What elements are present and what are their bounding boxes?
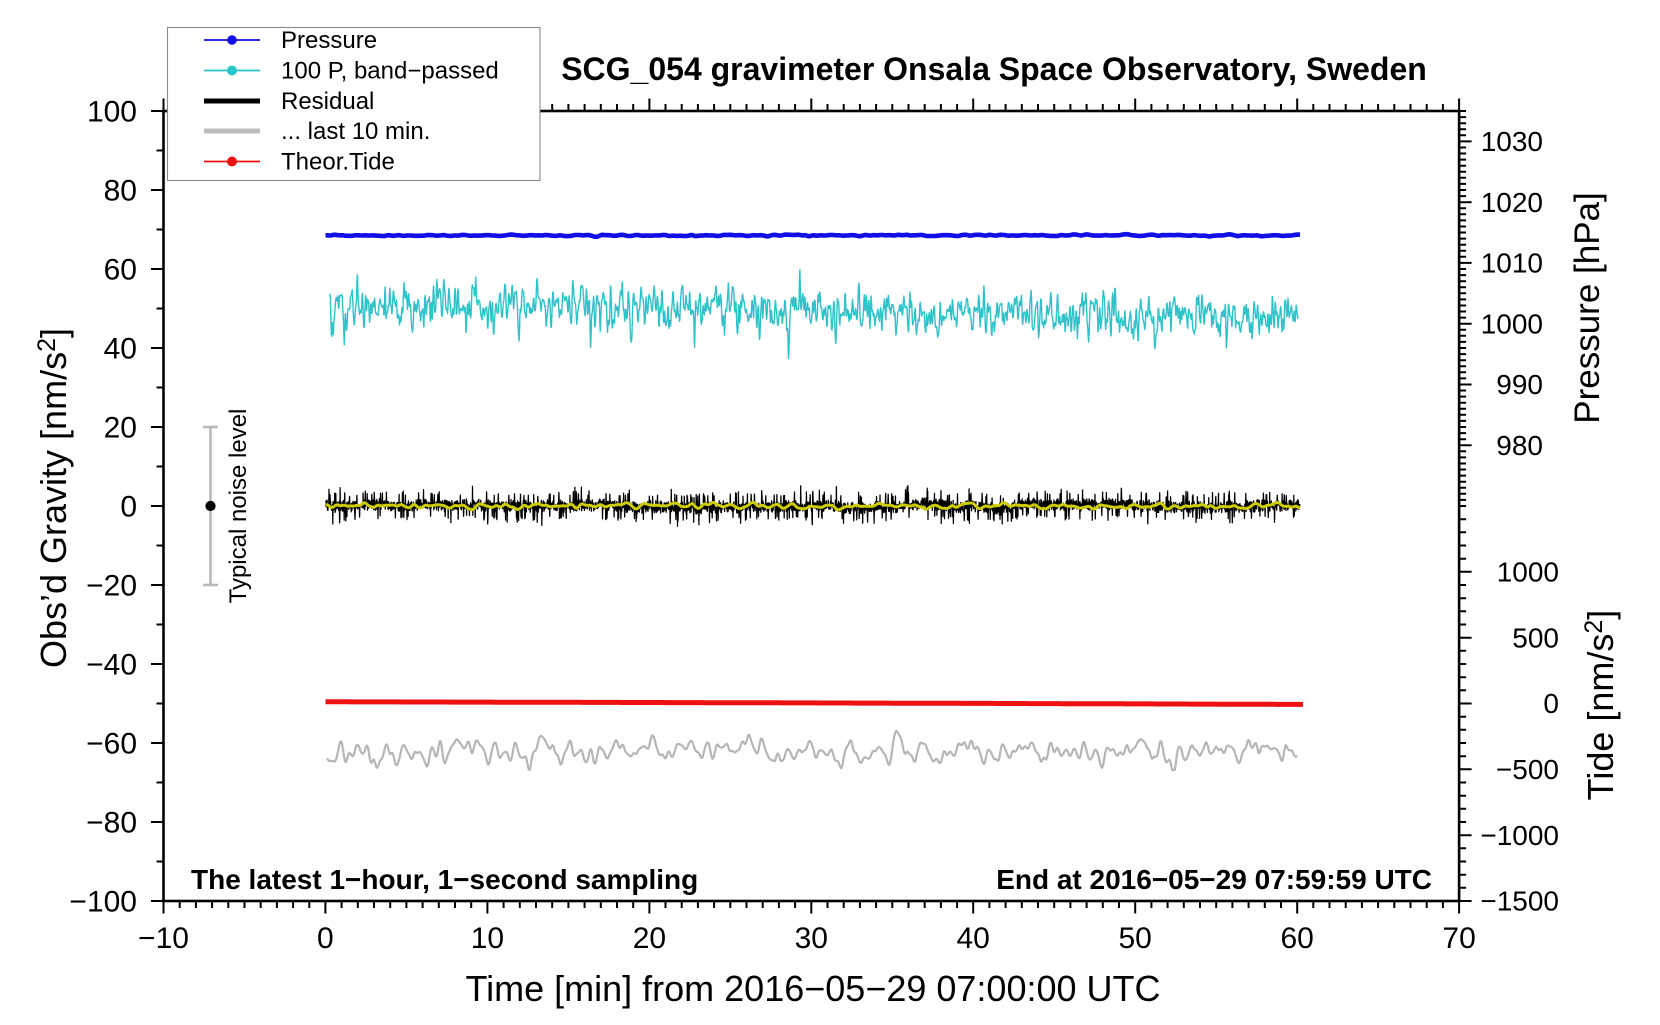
svg-text:−20: −20 [86,570,137,603]
svg-text:30: 30 [795,922,828,955]
svg-text:Obs’d Gravity [nm/s2]: Obs’d Gravity [nm/s2] [33,328,74,668]
svg-text:−80: −80 [86,807,137,840]
svg-text:Time [min] from 2016−05−29 07:: Time [min] from 2016−05−29 07:00:00 UTC [465,968,1160,1009]
svg-text:70: 70 [1442,922,1475,955]
svg-text:100: 100 [87,96,137,129]
svg-text:980: 980 [1496,430,1543,461]
svg-text:SCG_054 gravimeter Onsala Spac: SCG_054 gravimeter Onsala Space Observat… [561,51,1427,87]
svg-text:Typical noise level: Typical noise level [225,409,252,604]
svg-text:0: 0 [120,491,137,524]
svg-text:End at 2016−05−29 07:59:59 UTC: End at 2016−05−29 07:59:59 UTC [996,864,1432,895]
svg-text:−10: −10 [138,922,189,955]
svg-text:20: 20 [104,412,137,445]
svg-text:1000: 1000 [1497,557,1559,588]
svg-text:500: 500 [1512,622,1559,653]
svg-text:10: 10 [471,922,504,955]
svg-text:−1500: −1500 [1480,886,1559,917]
svg-text:0: 0 [1543,688,1559,719]
svg-text:40: 40 [104,333,137,366]
svg-text:−40: −40 [86,649,137,682]
svg-text:60: 60 [104,254,137,287]
svg-text:Pressure: Pressure [281,27,377,54]
svg-text:80: 80 [104,175,137,208]
svg-text:1020: 1020 [1481,187,1543,218]
svg-text:−500: −500 [1496,754,1559,785]
svg-text:−60: −60 [86,728,137,761]
svg-text:990: 990 [1496,369,1543,400]
svg-text:Tide [nm/s2]: Tide [nm/s2] [1580,610,1621,801]
svg-text:The latest 1−hour, 1−second sa: The latest 1−hour, 1−second sampling [191,864,698,895]
svg-text:20: 20 [633,922,666,955]
svg-text:100 P, band−passed: 100 P, band−passed [281,58,499,85]
svg-text:50: 50 [1119,922,1152,955]
svg-text:Theor.Tide: Theor.Tide [281,149,395,176]
svg-text:1030: 1030 [1481,126,1543,157]
svg-text:Residual: Residual [281,88,374,115]
svg-text:−100: −100 [69,886,137,919]
svg-text:1000: 1000 [1481,308,1543,339]
svg-text:40: 40 [957,922,990,955]
svg-text:−1000: −1000 [1480,820,1559,851]
svg-text:0: 0 [317,922,334,955]
svg-text:60: 60 [1281,922,1314,955]
svg-text:Pressure [hPa]: Pressure [hPa] [1568,192,1607,424]
svg-text:1010: 1010 [1481,248,1543,279]
svg-text:... last 10 min.: ... last 10 min. [281,118,430,145]
